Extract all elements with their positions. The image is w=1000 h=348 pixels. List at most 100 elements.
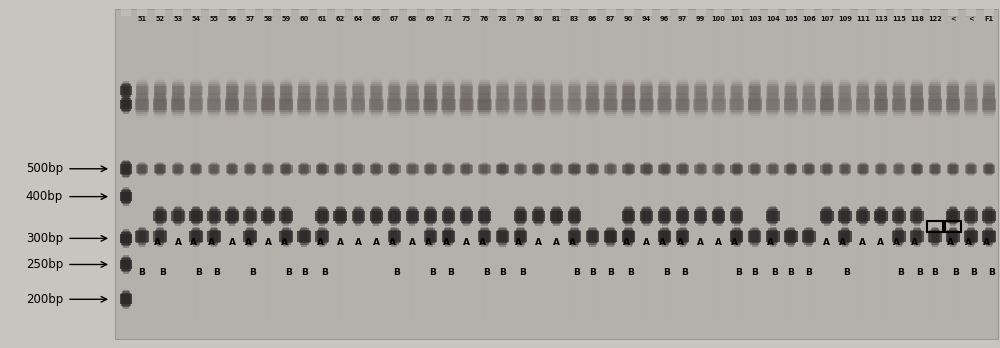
Bar xyxy=(948,80,958,101)
Bar xyxy=(841,207,849,224)
Bar xyxy=(515,80,526,101)
Bar xyxy=(914,227,920,247)
Bar xyxy=(732,164,742,174)
Bar xyxy=(892,231,906,242)
Bar xyxy=(658,231,671,242)
Bar xyxy=(209,209,220,223)
Bar xyxy=(966,91,976,118)
Bar xyxy=(874,97,888,112)
Bar xyxy=(405,99,420,110)
Bar xyxy=(714,78,723,103)
Bar xyxy=(534,207,543,224)
Bar xyxy=(550,211,563,221)
Bar xyxy=(568,165,581,173)
Bar xyxy=(387,97,401,112)
Bar xyxy=(550,95,563,114)
Bar xyxy=(947,84,959,97)
Bar xyxy=(623,93,634,116)
Bar xyxy=(568,97,581,112)
Bar xyxy=(696,9,706,16)
Bar xyxy=(244,95,257,114)
Bar xyxy=(171,99,185,110)
Bar xyxy=(967,78,975,103)
Bar xyxy=(193,227,199,247)
Text: A: A xyxy=(425,238,432,247)
Text: A: A xyxy=(947,238,954,247)
Text: 106: 106 xyxy=(802,16,816,22)
Bar xyxy=(299,164,309,174)
Bar xyxy=(641,93,652,116)
Bar xyxy=(139,227,145,247)
Text: B: B xyxy=(787,268,794,277)
Bar xyxy=(786,91,796,118)
Bar xyxy=(694,95,707,114)
Bar xyxy=(478,231,491,242)
Bar xyxy=(153,211,167,221)
Bar xyxy=(481,206,488,226)
Bar xyxy=(388,86,401,95)
Text: A: A xyxy=(731,238,738,247)
Bar xyxy=(964,86,977,95)
Bar xyxy=(840,78,849,103)
Bar xyxy=(967,163,975,175)
Bar xyxy=(281,164,291,174)
Bar xyxy=(982,231,996,242)
Bar xyxy=(533,93,544,116)
Bar xyxy=(514,97,527,112)
Bar xyxy=(246,78,255,103)
Bar xyxy=(137,80,147,101)
Bar xyxy=(247,227,253,247)
Bar xyxy=(226,86,239,95)
Bar xyxy=(405,97,419,112)
Bar xyxy=(353,91,363,118)
Bar xyxy=(193,206,199,226)
Bar xyxy=(533,164,544,174)
Text: B: B xyxy=(321,268,328,277)
Bar xyxy=(315,97,329,112)
Bar xyxy=(138,228,146,245)
Bar xyxy=(606,78,615,103)
Bar xyxy=(640,211,653,221)
Bar xyxy=(174,207,182,224)
Bar xyxy=(461,93,472,116)
Bar xyxy=(445,206,451,226)
Bar xyxy=(985,163,993,175)
Bar xyxy=(210,163,218,175)
Bar xyxy=(498,78,507,103)
Bar xyxy=(839,93,851,116)
Bar xyxy=(334,95,347,114)
Bar xyxy=(644,161,650,176)
Bar xyxy=(911,93,923,116)
Bar xyxy=(298,165,311,173)
Bar xyxy=(228,163,236,175)
Bar xyxy=(877,163,885,175)
Bar xyxy=(243,99,257,110)
Bar xyxy=(156,163,164,175)
Bar xyxy=(265,206,271,226)
Bar xyxy=(283,161,289,176)
Bar xyxy=(407,164,418,174)
Bar xyxy=(625,206,632,226)
Bar xyxy=(154,84,166,97)
Bar xyxy=(335,93,346,116)
Bar xyxy=(190,93,202,116)
Bar xyxy=(532,84,545,97)
Bar xyxy=(589,163,597,175)
Bar xyxy=(462,163,470,175)
Bar xyxy=(857,209,868,223)
Bar xyxy=(355,161,361,176)
Bar xyxy=(444,207,453,224)
Bar xyxy=(300,163,308,175)
Bar xyxy=(840,80,850,101)
Bar xyxy=(892,99,906,110)
Text: A: A xyxy=(623,238,630,247)
Bar xyxy=(388,211,401,221)
Bar xyxy=(337,161,343,176)
Bar xyxy=(820,86,833,95)
Bar xyxy=(407,93,418,116)
Bar xyxy=(209,80,219,101)
Text: B: B xyxy=(159,268,166,277)
Text: 90: 90 xyxy=(624,16,633,22)
Bar xyxy=(333,99,347,110)
Bar xyxy=(766,165,779,173)
